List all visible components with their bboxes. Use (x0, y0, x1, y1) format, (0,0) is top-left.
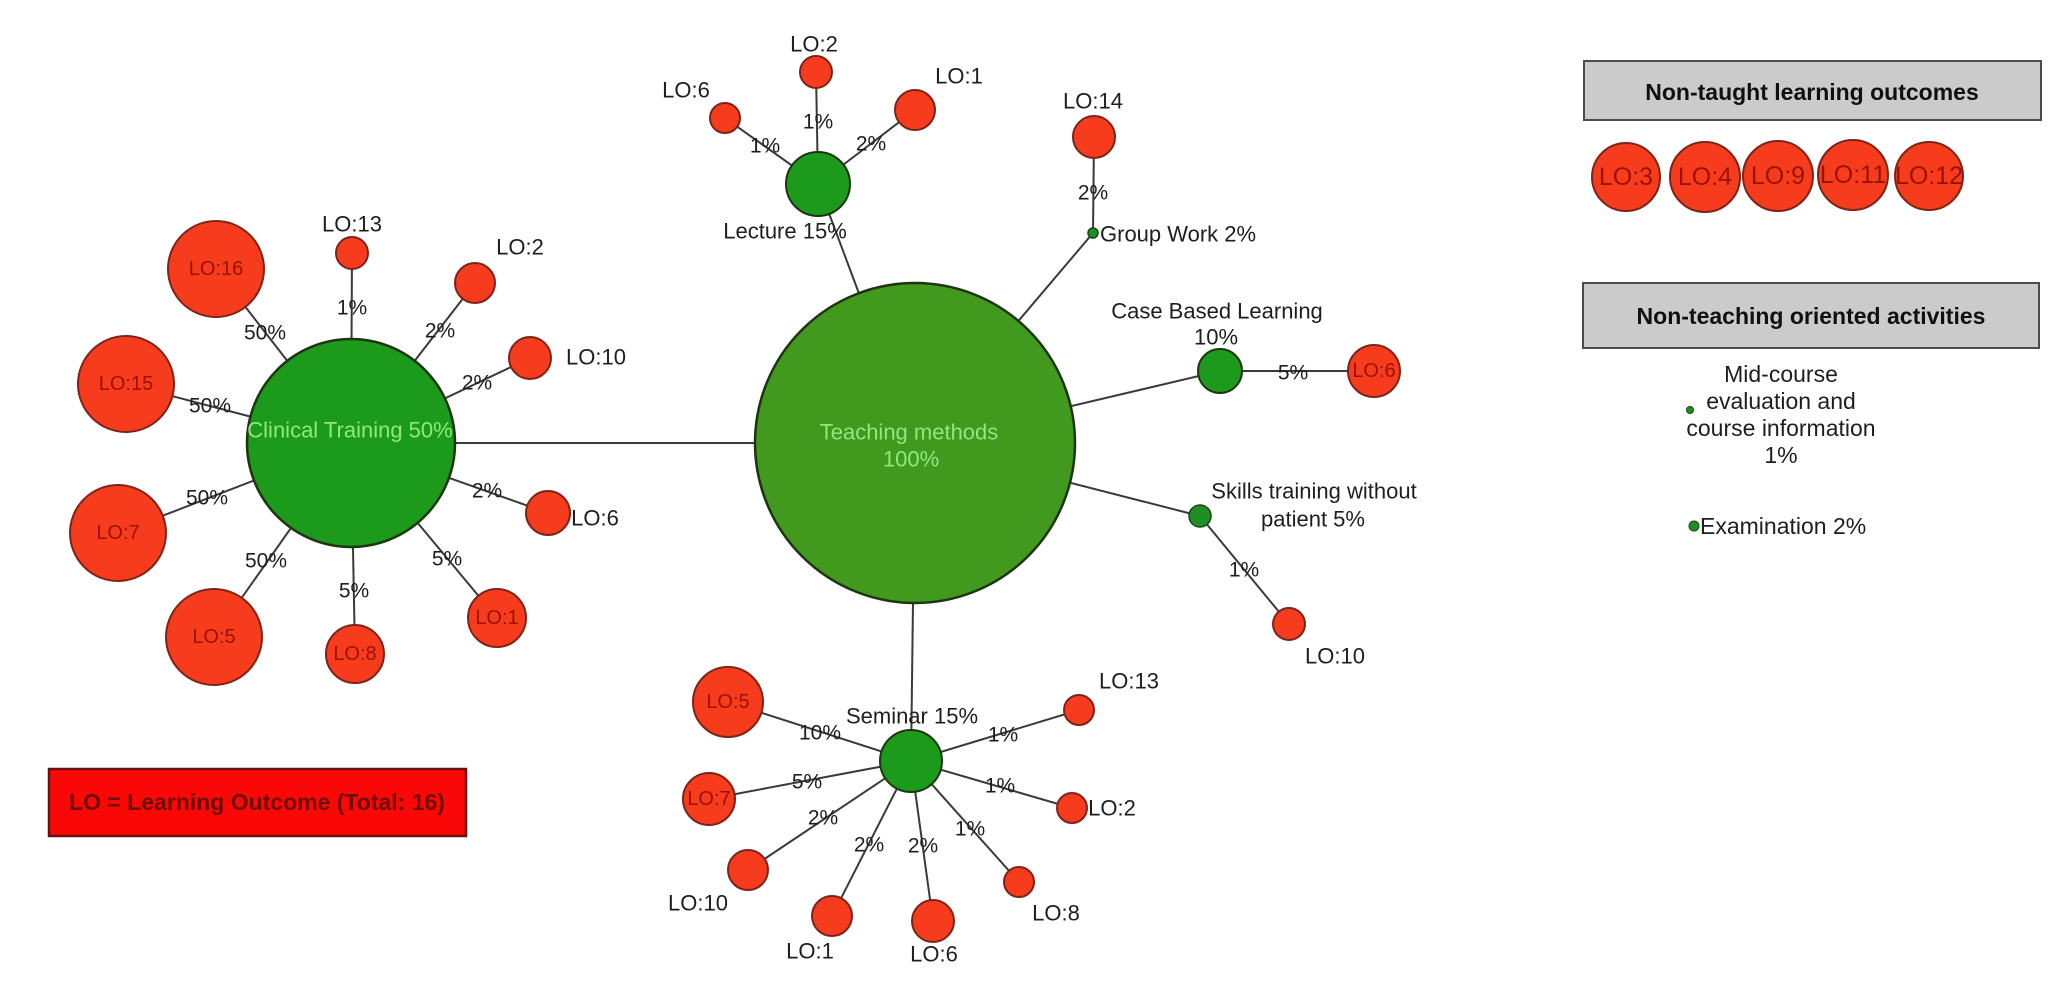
svg-text:LO = Learning Outcome (Total:: LO = Learning Outcome (Total: 16) (69, 789, 445, 815)
svg-text:Clinical Training 50%: Clinical Training 50% (247, 418, 452, 443)
svg-text:2%: 2% (425, 320, 455, 343)
svg-text:LO:3: LO:3 (1599, 163, 1653, 191)
svg-text:10%: 10% (1194, 325, 1238, 350)
svg-text:2%: 2% (908, 835, 938, 858)
svg-text:Lecture 15%: Lecture 15% (723, 219, 847, 244)
svg-text:10%: 10% (799, 722, 841, 745)
svg-text:50%: 50% (244, 322, 286, 345)
svg-text:LO:9: LO:9 (1751, 162, 1805, 190)
svg-text:1%: 1% (1764, 442, 1797, 468)
svg-text:LO:15: LO:15 (99, 373, 153, 395)
svg-text:Mid-course: Mid-course (1724, 361, 1838, 387)
svg-text:LO:5: LO:5 (706, 691, 749, 713)
svg-text:course information: course information (1686, 415, 1875, 441)
svg-text:5%: 5% (432, 548, 462, 571)
svg-text:LO:13: LO:13 (1099, 669, 1159, 694)
svg-text:LO:1: LO:1 (786, 939, 834, 964)
svg-text:Non-taught learning outcomes: Non-taught learning outcomes (1645, 79, 1979, 105)
svg-text:1%: 1% (988, 724, 1018, 747)
svg-text:1%: 1% (803, 111, 833, 134)
svg-text:100%: 100% (883, 447, 939, 472)
svg-text:2%: 2% (808, 807, 838, 830)
svg-text:LO:2: LO:2 (1088, 796, 1136, 821)
svg-text:LO:7: LO:7 (96, 522, 139, 544)
svg-text:LO:4: LO:4 (1678, 163, 1732, 191)
svg-text:Teaching methods: Teaching methods (820, 420, 999, 445)
svg-text:LO:8: LO:8 (333, 643, 376, 665)
svg-text:LO:6: LO:6 (910, 942, 958, 967)
svg-text:1%: 1% (985, 775, 1015, 798)
svg-text:2%: 2% (462, 372, 492, 395)
svg-text:Examination 2%: Examination 2% (1700, 513, 1866, 539)
svg-text:50%: 50% (186, 487, 228, 510)
svg-text:LO:6: LO:6 (571, 506, 619, 531)
svg-text:Case Based Learning: Case Based Learning (1111, 299, 1323, 324)
svg-text:5%: 5% (339, 580, 369, 603)
svg-text:LO:7: LO:7 (687, 788, 730, 810)
svg-text:LO:1: LO:1 (475, 607, 518, 629)
svg-text:Skills training without: Skills training without (1211, 479, 1416, 504)
svg-text:LO:12: LO:12 (1895, 162, 1963, 190)
svg-text:LO:16: LO:16 (189, 258, 243, 280)
svg-text:Seminar 15%: Seminar 15% (846, 704, 978, 729)
svg-text:LO:14: LO:14 (1063, 89, 1123, 114)
svg-text:LO:8: LO:8 (1032, 901, 1080, 926)
svg-text:LO:1: LO:1 (935, 64, 983, 89)
svg-text:50%: 50% (189, 395, 231, 418)
svg-text:5%: 5% (1278, 362, 1308, 385)
svg-text:1%: 1% (955, 818, 985, 841)
svg-text:5%: 5% (792, 771, 822, 794)
svg-text:LO:10: LO:10 (1305, 644, 1365, 669)
svg-text:2%: 2% (1078, 182, 1108, 205)
svg-text:LO:5: LO:5 (192, 626, 235, 648)
svg-text:LO:6: LO:6 (1352, 360, 1395, 382)
svg-text:1%: 1% (750, 135, 780, 158)
svg-text:Non-teaching oriented activiti: Non-teaching oriented activities (1637, 303, 1986, 329)
svg-text:LO:2: LO:2 (790, 32, 838, 57)
svg-text:LO:6: LO:6 (662, 78, 710, 103)
svg-text:Group Work 2%: Group Work 2% (1100, 222, 1256, 247)
svg-text:2%: 2% (472, 480, 502, 503)
svg-text:evaluation and: evaluation and (1706, 388, 1856, 414)
svg-text:patient 5%: patient 5% (1261, 507, 1365, 532)
svg-text:50%: 50% (245, 550, 287, 573)
svg-text:2%: 2% (856, 133, 886, 156)
svg-text:2%: 2% (854, 834, 884, 857)
svg-text:LO:13: LO:13 (322, 212, 382, 237)
svg-text:1%: 1% (1229, 559, 1259, 582)
svg-text:LO:10: LO:10 (668, 891, 728, 916)
svg-text:1%: 1% (337, 297, 367, 320)
svg-text:LO:10: LO:10 (566, 345, 626, 370)
svg-text:LO:11: LO:11 (1820, 161, 1886, 189)
svg-text:LO:2: LO:2 (496, 235, 544, 260)
